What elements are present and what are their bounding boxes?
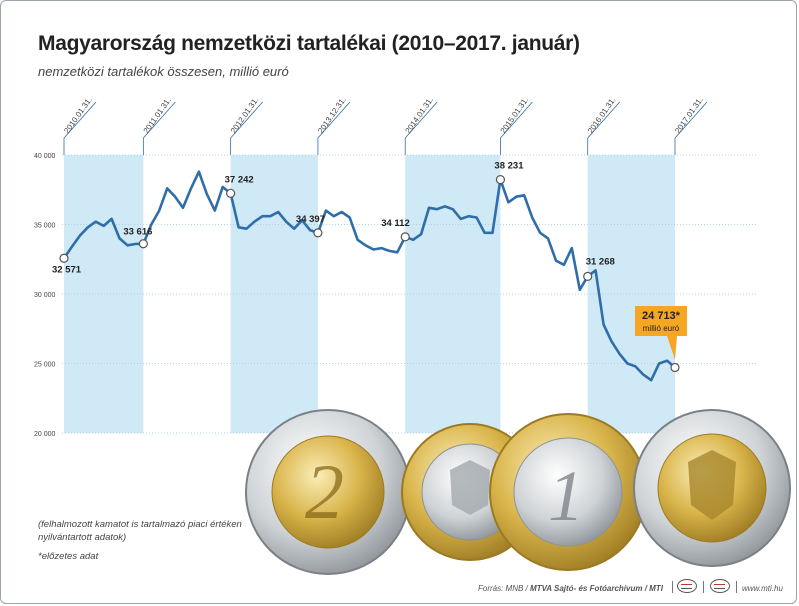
date-label: 2010.01.31. [62,95,94,135]
date-leader-line [674,101,708,139]
data-point-label: 31 268 [586,256,615,267]
callout-box: 24 713* millió euró [635,306,687,360]
data-point-marker [138,239,148,249]
data-point-marker [495,174,506,185]
date-label: 2017.01.31. [673,95,705,135]
year-band [230,155,318,433]
data-point-marker [670,362,680,373]
source-prefix: Forrás: MNB / [478,584,531,593]
value-labels: 32 571 33 616 37 242 34 397 34 112 38 231 31 2… [52,161,615,276]
date-leader-line [587,101,621,139]
chart-title: Magyarország nemzetközi tartalékai (2010… [38,32,580,55]
source-agency: MTVA Sajtó- és Fotóarchívum / MTI [530,584,663,593]
separator [703,581,704,593]
y-tick-label: 30 000 [34,292,56,299]
callout-shape [635,306,687,360]
callout-unit: millió euró [643,324,680,333]
mtva-logo-icon [677,579,697,593]
y-tick-label: 25 000 [34,362,56,369]
data-point-label: 34 397 [296,214,325,225]
footnote-preliminary: *előzetes adat [38,551,99,562]
date-leader-line [317,101,351,139]
date-label: 2011.01.31. [142,96,173,135]
date-leader-line [230,101,263,139]
date-labels: 2010.01.31. 2011.01.31. 2012.01.31. 2013.12… [62,95,708,155]
date-label: 2015.01.31. [499,95,531,135]
separator [736,581,737,593]
data-point-label: 37 242 [225,174,254,185]
date-leader-line [500,101,533,139]
date-leader-line [63,101,97,139]
mti-logo-icon [710,579,730,593]
y-tick-label: 20 000 [34,431,56,438]
data-point-marker [583,271,593,281]
date-label: 2013.12.31. [316,95,348,135]
data-markers [59,174,680,373]
source-credit: Forrás: MNB / MTVA Sajtó- és Fotóarchívu… [478,584,663,593]
date-leader-line [143,101,176,139]
date-leader-line [404,101,438,139]
y-tick-label: 40 000 [34,153,56,160]
data-point-marker [59,253,69,263]
date-label: 2016.01.31. [586,95,618,135]
data-point-marker [313,228,323,238]
y-axis-ticks: 40 000 35 000 30 000 25 000 20 000 [34,153,56,438]
data-point-label: 32 571 [52,264,82,275]
series-line [62,170,677,382]
footnote-data-note: (felhalmozott kamatot is tartalmazó piac… [38,519,242,543]
site-url: www.mti.hu [742,584,783,593]
data-point-marker [400,232,410,242]
year-band [587,155,675,433]
data-point-label: 34 112 [381,218,410,229]
date-label: 2014.01.31. [403,95,435,135]
date-label: 2012.01.31. [229,95,261,135]
callout-value: 24 713* [642,310,681,322]
data-point-label: 33 616 [123,227,152,238]
chart-subtitle: nemzetközi tartalékok összesen, millió e… [38,64,289,79]
y-tick-label: 35 000 [34,223,56,230]
data-point-label: 38 231 [494,161,524,172]
separator [672,581,673,593]
data-point-marker [226,188,236,198]
